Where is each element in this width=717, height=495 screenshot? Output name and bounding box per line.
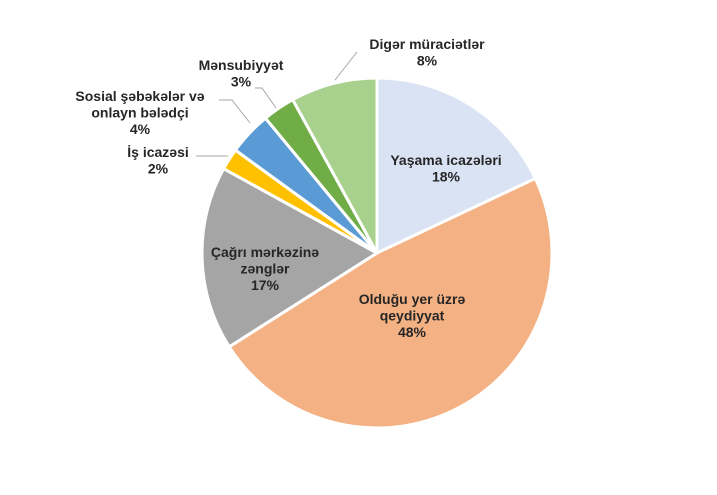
- pie-slice: [227, 176, 554, 430]
- slice-value-label: 3%: [231, 74, 252, 90]
- slice-category-label: zənglər: [240, 261, 290, 277]
- slice-category-label: İş icazəsi: [127, 144, 189, 160]
- slice-category-label: Digər müraciətlər: [369, 36, 485, 52]
- slice-category-label: Sosial şəbəkələr və: [75, 88, 204, 104]
- slice-category-label: Olduğu yer üzrə: [359, 291, 466, 307]
- pie-slice: [200, 166, 380, 349]
- leader-line: [334, 51, 358, 81]
- pie-slice: [375, 76, 538, 256]
- slice-category-label: Mənsubiyyət: [199, 57, 284, 73]
- slice-category-label: onlayn bələdçi: [91, 105, 188, 121]
- slice-value-label: 2%: [148, 161, 169, 177]
- slice-category-label: Çağrı mərkəzinə: [211, 244, 319, 260]
- pie-slice: [290, 76, 379, 254]
- leader-line: [255, 87, 277, 109]
- slice-value-label: 8%: [417, 53, 438, 69]
- slice-value-label: 4%: [130, 121, 151, 137]
- slice-value-label: 18%: [432, 169, 461, 185]
- slice-value-label: 48%: [398, 324, 427, 340]
- slice-value-label: 17%: [251, 277, 280, 293]
- slice-category-label: qeydiyyat: [380, 308, 445, 324]
- slice-category-label: Yaşama icazələri: [390, 152, 501, 168]
- leader-line: [219, 99, 251, 124]
